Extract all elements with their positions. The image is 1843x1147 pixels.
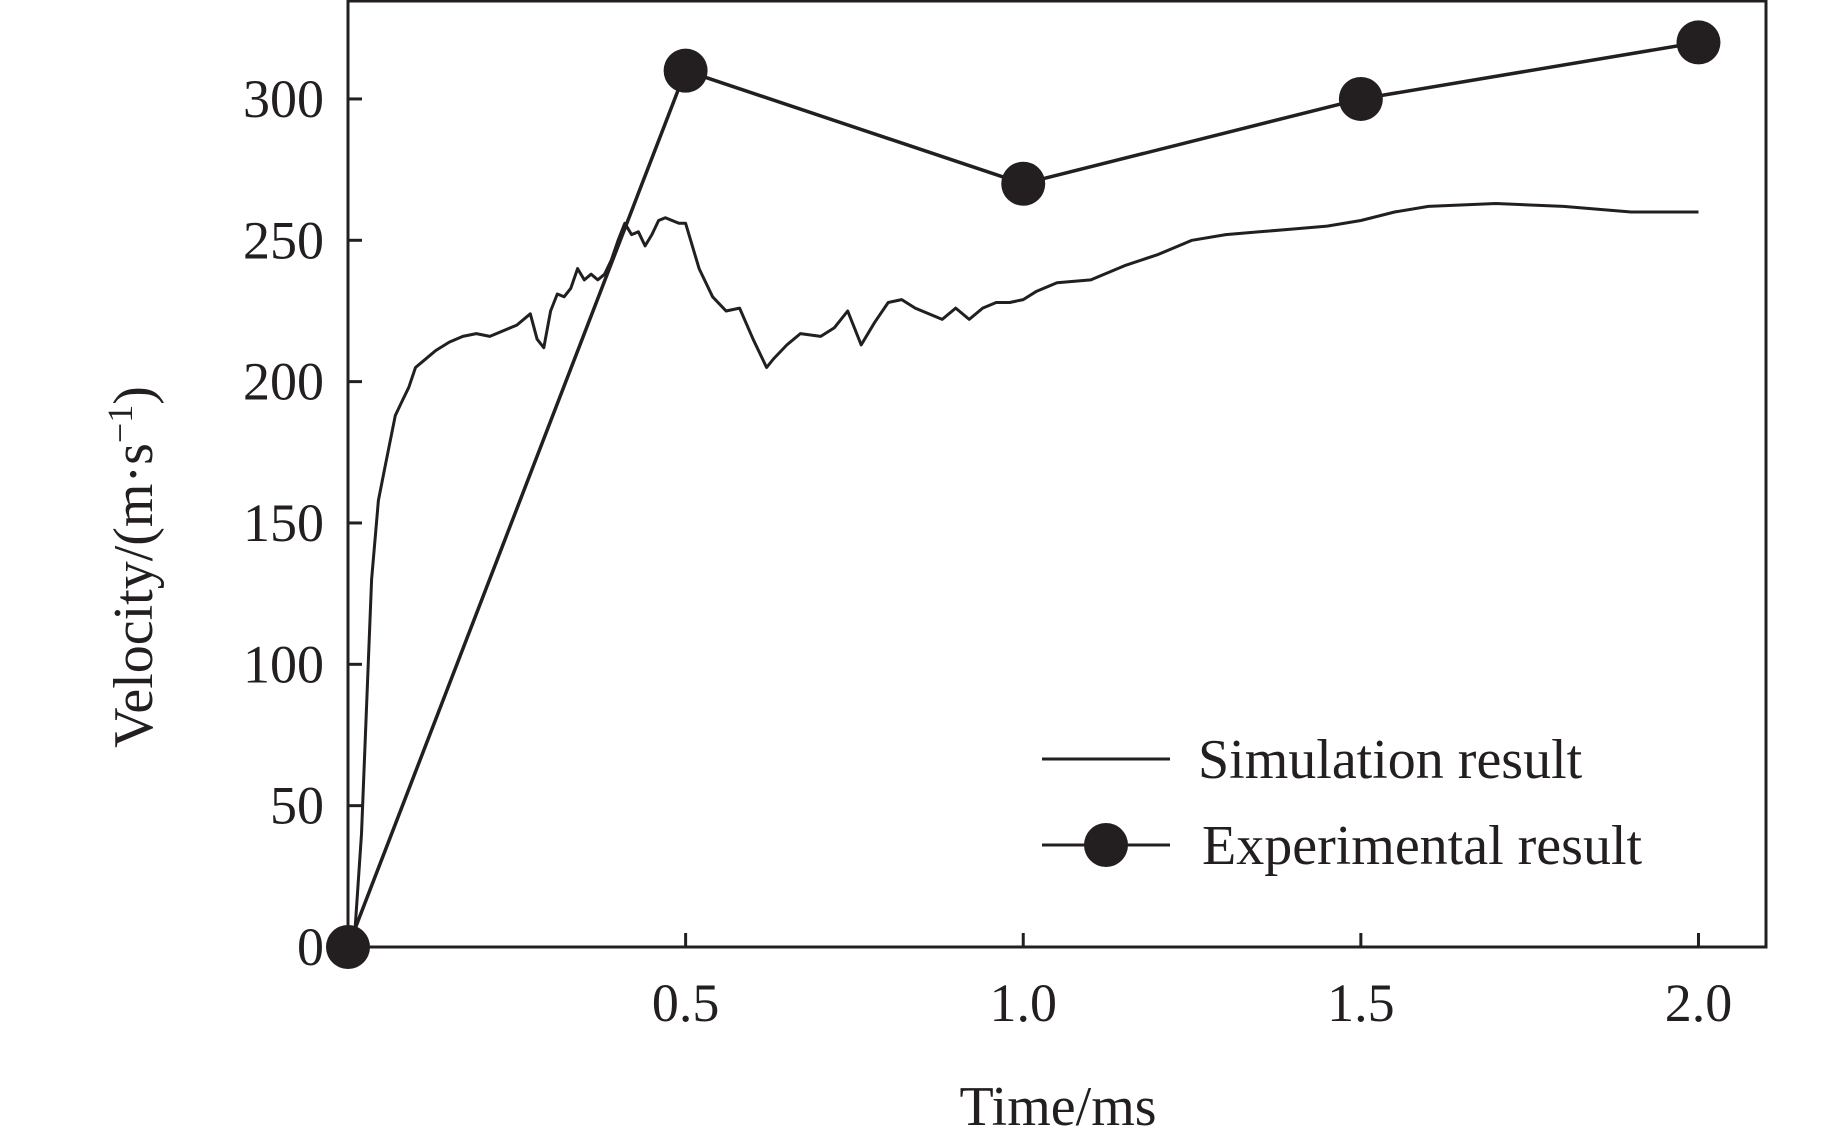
legend-simulation-label: Simulation result xyxy=(1198,729,1583,791)
experimental-result-point xyxy=(1676,20,1721,65)
y-axis-title: Velocity/(m·s−1) xyxy=(100,386,165,748)
y-axis-title-group: Velocity/(m·s−1) xyxy=(100,386,165,748)
experimental-result-point xyxy=(1001,161,1046,206)
y-tick-label: 300 xyxy=(243,69,324,129)
x-tick-label: 1.5 xyxy=(1327,973,1395,1033)
y-tick-label: 150 xyxy=(243,493,324,553)
y-axis-title-superscript: −1 xyxy=(100,405,140,443)
x-tick-label: 1.0 xyxy=(989,973,1057,1033)
simulation-result-line xyxy=(346,202,1699,948)
plot-frame xyxy=(346,0,1768,949)
y-tick-label: 0 xyxy=(297,917,324,977)
y-tick-label: 100 xyxy=(243,634,324,694)
legend-experimental-marker xyxy=(1084,823,1128,867)
axes: 0 50 100 150 200 250 300 0.5 1.0 1.5 2.0 xyxy=(243,0,1768,1033)
y-tick-label: 200 xyxy=(243,352,324,412)
y-tick-label: 50 xyxy=(270,776,324,836)
y-axis-title-close: ) xyxy=(103,386,165,405)
experimental-result-point xyxy=(1338,76,1383,121)
experimental-result-point xyxy=(663,48,708,93)
legend-experimental-label: Experimental result xyxy=(1202,815,1643,877)
y-tick-label: 250 xyxy=(243,210,324,270)
y-axis-title-main: Velocity/(m·s xyxy=(103,443,165,748)
x-tick-label: 0.5 xyxy=(652,973,720,1033)
x-tick-label: 2.0 xyxy=(1665,973,1733,1033)
x-axis-title: Time/ms xyxy=(959,1076,1156,1138)
legend: Simulation result Experimental result xyxy=(1042,729,1643,877)
